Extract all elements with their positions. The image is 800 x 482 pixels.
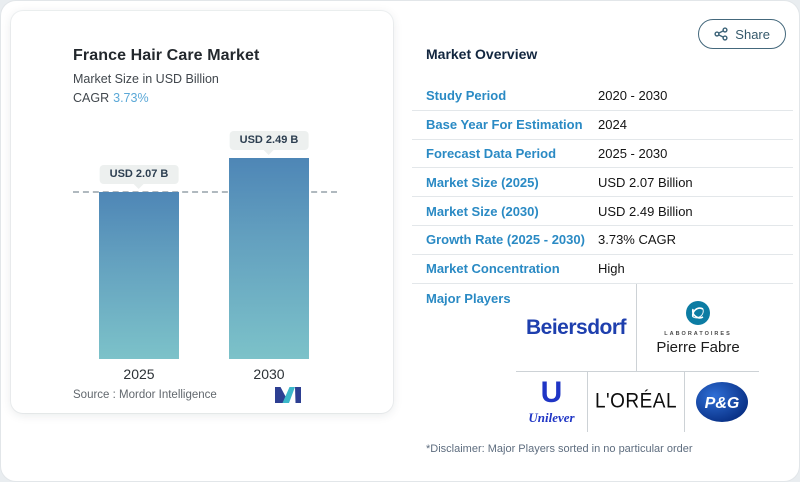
table-row: Market Size (2025) USD 2.07 Billion <box>412 168 793 198</box>
table-row: Study Period 2020 - 2030 <box>412 82 793 111</box>
row-label: Growth Rate (2025 - 2030) <box>426 232 585 248</box>
share-button-label: Share <box>735 26 770 42</box>
pierre-fabre-emblem-icon <box>686 300 710 325</box>
table-row: Forecast Data Period 2025 - 2030 <box>412 140 793 169</box>
player-logo-pg: P&G <box>685 372 759 432</box>
pierre-fabre-laboratoires-text: LABORATOIRES <box>664 330 732 337</box>
bar-value-pill: USD 2.07 B <box>99 165 179 184</box>
pg-emblem-icon: P&G <box>696 382 748 422</box>
player-logo-pierre-fabre: LABORATOIRES Pierre Fabre <box>637 284 759 371</box>
players-row: U Unilever L'ORÉAL <box>516 372 759 432</box>
player-logo-unilever: U Unilever <box>516 372 587 432</box>
table-row: Market Concentration High <box>412 255 793 284</box>
bar-value-pill: USD 2.49 B <box>229 131 309 150</box>
row-value: USD 2.49 Billion <box>598 203 693 219</box>
table-row: Growth Rate (2025 - 2030) 3.73% CAGR <box>412 226 793 255</box>
row-label: Forecast Data Period <box>426 145 557 161</box>
svg-text:P&G: P&G <box>705 395 740 412</box>
source-row: Source : Mordor Intelligence <box>73 387 302 403</box>
row-value: High <box>598 261 625 277</box>
chart-cagr: CAGR 3.73% <box>73 91 393 105</box>
row-label: Market Size (2025) <box>426 174 539 190</box>
cagr-value: 3.73% <box>113 91 149 105</box>
row-value: 2025 - 2030 <box>598 145 668 161</box>
pierre-fabre-wordmark: Pierre Fabre <box>656 338 740 356</box>
row-label: Base Year For Estimation <box>426 117 583 133</box>
bar-group: USD 2.07 B 2025 <box>99 129 179 382</box>
table-row: Base Year For Estimation 2024 <box>412 111 793 140</box>
chart-subtitle: Market Size in USD Billion <box>73 72 219 86</box>
bar-chart: USD 2.07 B 2025 USD 2.49 B 2030 <box>63 129 353 382</box>
chart-panel: France Hair Care Market Market Size in U… <box>11 11 393 413</box>
disclaimer-text: *Disclaimer: Major Players sorted in no … <box>426 443 693 455</box>
cagr-label: CAGR <box>73 91 110 105</box>
row-label: Study Period <box>426 88 507 104</box>
unilever-u-icon: U <box>540 376 563 409</box>
row-value: 2020 - 2030 <box>598 88 668 104</box>
share-button[interactable]: Share <box>698 19 786 49</box>
row-value: 2024 <box>598 117 627 133</box>
players-row: Beiersdorf LABORATOIRES Pierre Fabre <box>516 284 759 372</box>
beiersdorf-wordmark: Beiersdorf <box>525 315 627 339</box>
bar <box>229 158 309 359</box>
chart-header: France Hair Care Market Market Size in U… <box>11 11 393 105</box>
row-value: USD 2.07 Billion <box>598 174 693 190</box>
overview-table: Study Period 2020 - 2030 Base Year For E… <box>412 82 793 284</box>
share-icon <box>714 27 728 41</box>
major-players-label: Major Players <box>426 291 511 306</box>
bar-group: USD 2.49 B 2030 <box>229 129 309 382</box>
chart-title: France Hair Care Market <box>73 47 260 64</box>
mordor-intelligence-logo-icon <box>274 387 301 403</box>
source-text: Source : Mordor Intelligence <box>73 389 217 401</box>
bar <box>99 192 179 359</box>
table-row: Market Size (2030) USD 2.49 Billion <box>412 197 793 226</box>
reference-dashed-line <box>73 191 337 193</box>
loreal-wordmark: L'ORÉAL <box>594 389 678 414</box>
player-logo-beiersdorf: Beiersdorf <box>516 284 637 371</box>
major-players-grid: Beiersdorf LABORATOIRES Pierre Fabre U <box>516 284 759 432</box>
row-label: Market Concentration <box>426 261 560 277</box>
overview-panel: Share Market Overview Study Period 2020 … <box>412 1 793 481</box>
overview-heading: Market Overview <box>426 46 538 62</box>
unilever-wordmark: Unilever <box>528 410 575 425</box>
row-value: 3.73% CAGR <box>598 232 677 248</box>
row-label: Market Size (2030) <box>426 203 539 219</box>
x-axis-label: 2025 <box>123 366 155 382</box>
player-logo-loreal: L'ORÉAL <box>587 372 685 432</box>
x-axis-label: 2030 <box>253 366 285 382</box>
